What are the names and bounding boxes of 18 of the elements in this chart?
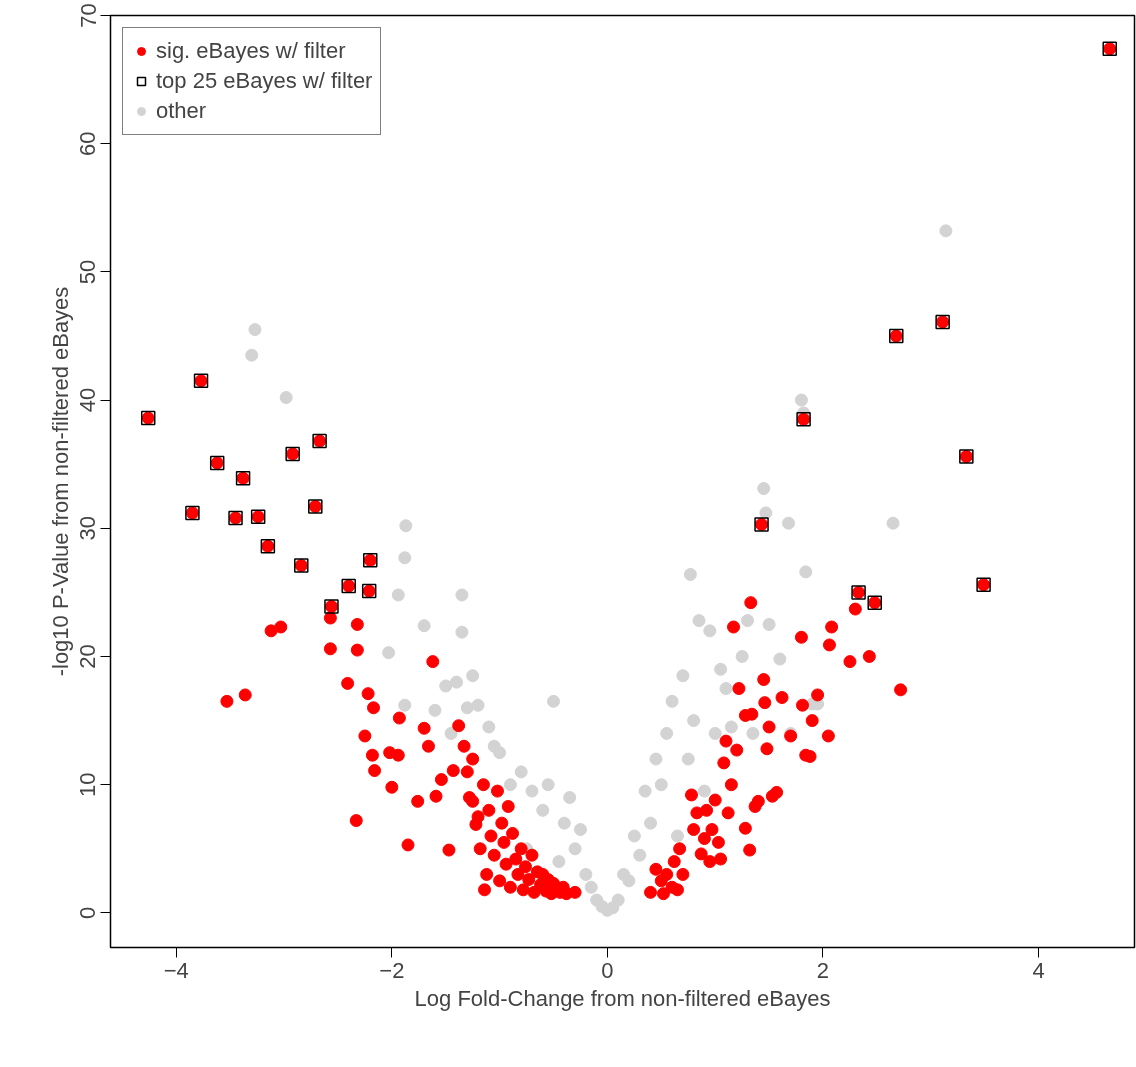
legend-label: sig. eBayes w/ filter [156, 37, 346, 65]
y-tick-label: 50 [75, 259, 101, 285]
x-tick-label: −4 [163, 957, 189, 983]
x-tick-label: 2 [816, 957, 830, 983]
y-tick-label: 10 [75, 772, 101, 797]
legend-label: other [156, 97, 207, 125]
x-tick-label: −2 [379, 957, 405, 983]
y-axis-title: -log10 P-Value from non-filtered eBayes [47, 286, 73, 677]
x-tick-label: 4 [1032, 957, 1045, 983]
y-tick-label: 70 [75, 3, 101, 28]
y-tick-label: 60 [75, 131, 101, 156]
x-axis-title: Log Fold-Change from non-filtered eBayes [414, 985, 831, 1011]
x-tick-label: 0 [601, 957, 614, 983]
legend-label: top 25 eBayes w/ filter [156, 67, 373, 95]
y-tick-label: 40 [75, 387, 101, 413]
y-tick-label: 20 [75, 644, 101, 669]
y-tick-label: 0 [75, 906, 101, 919]
y-tick-label: 30 [75, 516, 101, 541]
